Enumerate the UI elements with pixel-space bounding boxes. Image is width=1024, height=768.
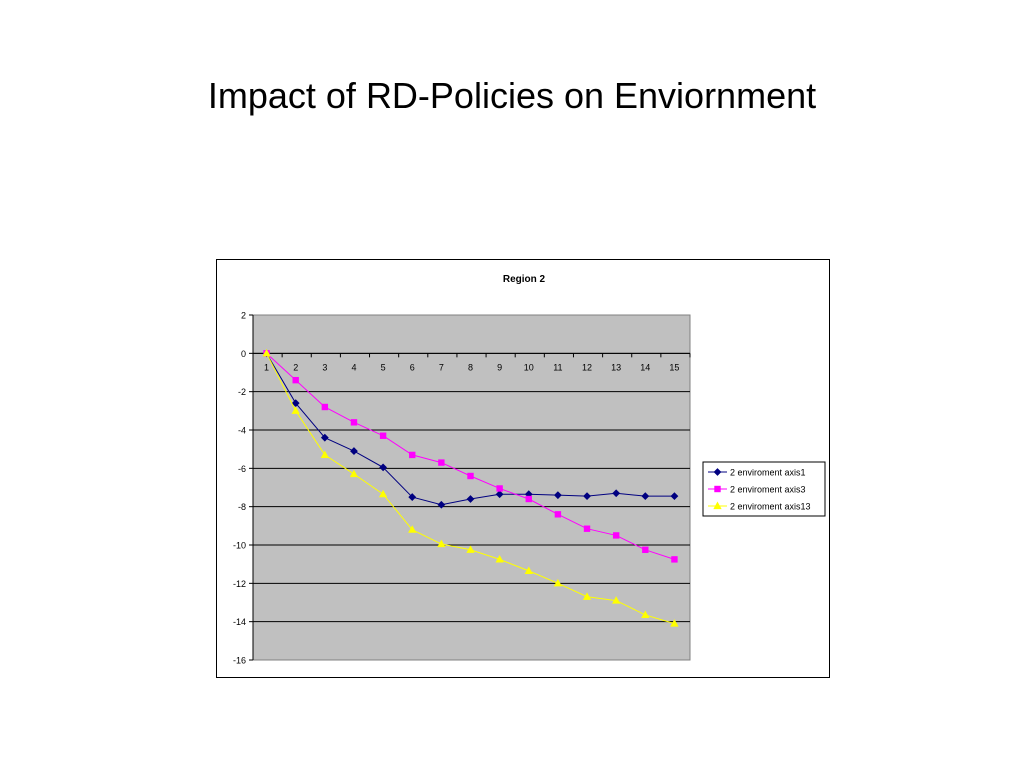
x-tick-label-8: 8 (468, 362, 473, 372)
series-2-point-10 (525, 495, 532, 503)
series-1-point-4 (350, 447, 358, 455)
series-3-point-2 (291, 406, 300, 414)
x-tick-label-6: 6 (410, 362, 415, 372)
series-3-point-9 (495, 554, 504, 563)
x-tick-label-2: 2 (293, 362, 298, 372)
series-2-point-3 (321, 403, 329, 411)
series-3-point-12 (582, 592, 592, 600)
series-3-point-1 (262, 348, 271, 357)
legend: 2 enviroment axis1 2 enviroment axis3 2 en… (702, 461, 826, 517)
x-tick-label-5: 5 (381, 362, 386, 372)
y-tick-label-5: -8 (238, 502, 246, 512)
x-tick-label-15: 15 (669, 362, 679, 372)
series-1-point-12 (583, 492, 591, 501)
series-3-point-14 (641, 610, 650, 619)
x-tick-label-11: 11 (553, 362, 562, 372)
x-tick-label-9: 9 (497, 362, 502, 372)
series-1-point-13 (612, 489, 621, 498)
x-tick-label-13: 13 (611, 362, 621, 372)
legend-label-2: 2 enviroment axis3 (730, 485, 806, 495)
series-2-point-4 (350, 419, 358, 426)
legend-label-3: 2 enviroment axis13 (730, 502, 811, 512)
legend-label-1: 2 enviroment axis1 (730, 468, 806, 478)
y-tick-label-8: -14 (233, 617, 246, 627)
series-3-point-15 (670, 619, 679, 627)
x-tick-label-1: 1 (264, 362, 269, 372)
x-tick-label-7: 7 (439, 362, 444, 372)
series-2-point-5 (379, 432, 387, 439)
series-1-point-15 (670, 492, 679, 501)
y-tick-label-9: -16 (233, 656, 246, 666)
series-1-point-5 (379, 463, 388, 472)
x-tick-label-3: 3 (322, 362, 327, 372)
y-tick-label-6: -10 (233, 541, 246, 551)
series-2-point-12 (583, 525, 591, 532)
series-3-point-13 (612, 596, 621, 604)
y-tick-label-3: -4 (238, 426, 246, 436)
series-3-point-8 (466, 545, 475, 553)
slide-title: Impact of RD-Policies on Enviornment (207, 75, 817, 116)
legend-marker-3 (713, 501, 722, 510)
series-1-point-9 (495, 490, 504, 499)
series-3-point-11 (553, 578, 563, 587)
x-tick-label-14: 14 (640, 362, 650, 372)
x-tick-label-12: 12 (582, 362, 592, 372)
line-chart: Region 2 20-2-4-6-8-10-12-14-161 2 3 4 5 6 7 8 9… (233, 274, 826, 666)
series-2-point-2 (292, 376, 299, 384)
chart-title: Region 2 (503, 274, 546, 285)
y-tick-label-0: 2 (241, 311, 246, 321)
series-1-point-6 (408, 493, 417, 501)
x-tick-label-4: 4 (351, 362, 356, 372)
x-tick-label-10: 10 (524, 362, 534, 372)
series-3-point-10 (524, 566, 533, 574)
series-1-point-14 (641, 492, 650, 501)
series-3-point-3 (320, 450, 329, 459)
series-2-point-14 (642, 546, 649, 553)
series-2-point-13 (612, 532, 620, 539)
y-tick-label-7: -12 (233, 579, 246, 589)
series-2-point-6 (409, 451, 416, 459)
y-tick-label-2: -2 (238, 387, 246, 397)
series-3-point-7 (437, 539, 446, 548)
series-2-point-11 (554, 511, 562, 518)
series-2-point-7 (438, 459, 445, 466)
series-1-point-7 (437, 500, 446, 509)
series-1-point-2 (291, 399, 300, 408)
series-3-point-4 (349, 469, 359, 478)
series-3-point-5 (378, 489, 388, 498)
legend-marker-1 (713, 468, 722, 476)
chart-frame: Region 2 2 0 -2 -4 -6 -8 -10 -12 -14 -16 1 2 3 4 5 6 7 8 9… (216, 259, 830, 678)
plot-area: 20-2-4-6-8-10-12-14-161 2 3 4 5 6 7 8 9 10 11 12 13 1… (233, 311, 691, 666)
series-2-point-15 (671, 556, 678, 563)
y-tick-label-4: -6 (238, 464, 246, 474)
y-tick-label-1: 0 (241, 349, 246, 359)
series-1-point-8 (466, 495, 475, 503)
series-1-point-3 (320, 433, 329, 442)
series-2-point-9 (496, 485, 503, 492)
series-3-point-6 (408, 525, 417, 533)
legend-marker-2 (714, 485, 721, 493)
series-1-point-11 (553, 491, 562, 500)
series-2-point-8 (467, 472, 474, 480)
